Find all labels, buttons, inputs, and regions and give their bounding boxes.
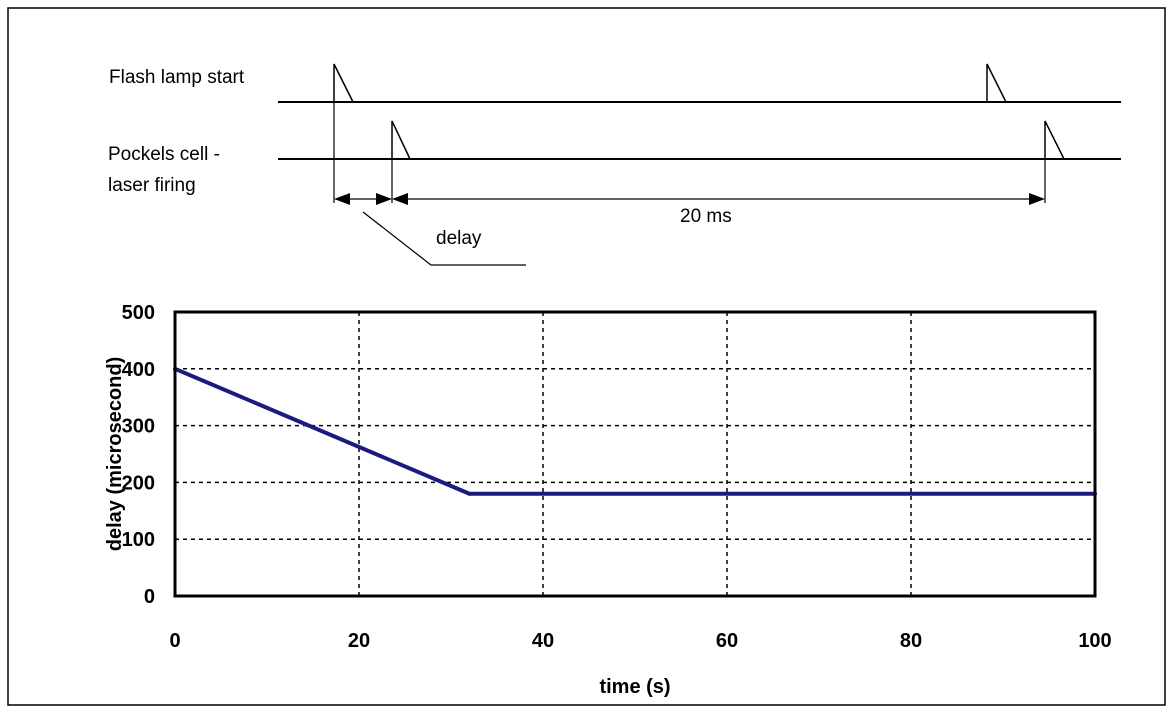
- y-axis-title: delay (microsecond): [104, 357, 126, 552]
- y-tick-label: 200: [122, 472, 155, 494]
- grid: [175, 312, 1095, 596]
- x-axis-title: time (s): [599, 676, 670, 698]
- interval-arrow-left-head: [392, 193, 408, 205]
- x-tick-label: 0: [169, 630, 180, 652]
- y-tick-label: 400: [122, 359, 155, 381]
- flash-lamp-pulse-2: [986, 63, 1007, 103]
- x-tick-label: 100: [1078, 630, 1111, 652]
- x-tick-label: 80: [900, 630, 922, 652]
- pockels-label-line1: Pockels cell -: [108, 144, 220, 165]
- x-tick-label: 20: [348, 630, 370, 652]
- delay-label: delay: [436, 228, 482, 249]
- x-tick-label: 60: [716, 630, 738, 652]
- delay-arrow-left-head: [334, 193, 350, 205]
- y-tick-label: 300: [122, 416, 155, 438]
- delay-callout-leader: [362, 211, 526, 266]
- x-tick-labels: 0 20 40 60 80 100: [169, 630, 1111, 652]
- pockels-pulse-1: [391, 120, 411, 160]
- flash-lamp-pulse-1: [333, 63, 354, 103]
- flash-lamp-label: Flash lamp start: [109, 67, 245, 88]
- pockels-pulse-2: [1044, 120, 1065, 160]
- plot-area-border: [173, 310, 1097, 598]
- pockels-label-line2: laser firing: [108, 175, 196, 196]
- interval-arrow-right-head: [1029, 193, 1045, 205]
- timing-diagram: Flash lamp start Pockels cell - laser fi…: [108, 63, 1121, 266]
- delay-data-point: [467, 491, 472, 496]
- y-tick-label: 500: [122, 302, 155, 324]
- x-tick-label: 40: [532, 630, 554, 652]
- y-tick-label: 0: [144, 586, 155, 608]
- delay-arrow-right-head: [376, 193, 392, 205]
- figure-border: [7, 7, 1166, 706]
- y-tick-labels: 0 100 200 300 400 500: [122, 302, 155, 608]
- interval-label: 20 ms: [680, 206, 732, 227]
- delay-vs-time-chart: 0 100 200 300 400 500 0 20 40 60 80 100 time (s) d…: [104, 302, 1112, 698]
- y-tick-label: 100: [122, 529, 155, 551]
